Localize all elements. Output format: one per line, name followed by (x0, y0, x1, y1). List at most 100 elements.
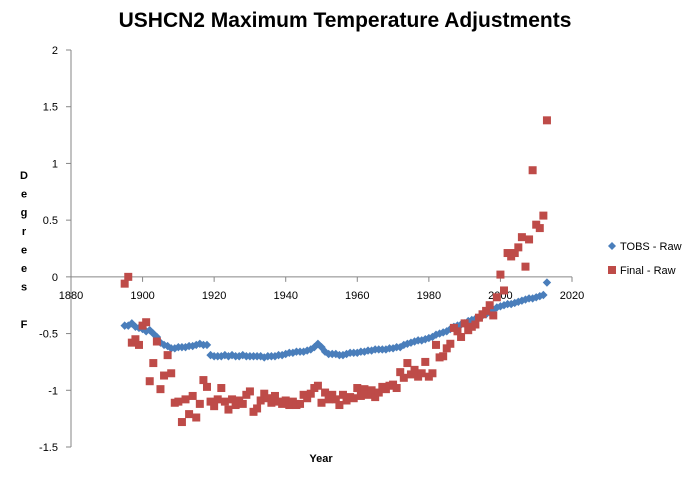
data-point (539, 290, 548, 300)
x-tick-label: 1980 (417, 290, 441, 302)
data-point (446, 339, 455, 348)
y-axis-title-letter: e (21, 244, 27, 256)
y-tick-label: 0.5 (43, 215, 58, 227)
data-point (360, 385, 369, 394)
data-point (471, 320, 480, 329)
y-axis-title-letter: D (20, 170, 28, 182)
data-point (421, 357, 430, 366)
data-point (392, 384, 401, 393)
data-point (517, 233, 526, 242)
data-point (428, 369, 437, 378)
data-point (496, 270, 505, 279)
y-axis-title-letter: s (21, 282, 27, 294)
data-point (535, 224, 544, 233)
data-point (371, 393, 380, 402)
y-axis-title-letter: e (21, 189, 27, 201)
data-point (213, 395, 222, 404)
data-point (417, 369, 426, 378)
data-point (134, 340, 143, 349)
data-point (396, 368, 405, 377)
data-point (145, 377, 154, 386)
data-point (453, 327, 462, 336)
data-point (338, 390, 347, 399)
data-point (321, 388, 330, 397)
data-point (521, 262, 530, 271)
data-point (410, 365, 419, 374)
data-point (349, 394, 358, 403)
data-point (356, 391, 365, 400)
x-tick-label: 2020 (560, 290, 584, 302)
x-tick-label: 1920 (202, 290, 226, 302)
data-point (432, 340, 441, 349)
data-point (324, 395, 333, 404)
data-point (181, 342, 190, 352)
data-point (199, 376, 208, 385)
data-point (364, 390, 373, 399)
data-point (492, 293, 501, 302)
data-point (270, 391, 279, 400)
data-point (210, 402, 219, 411)
data-point (228, 395, 237, 404)
y-axis-title-letter: g (21, 207, 28, 219)
data-point (514, 243, 523, 252)
data-point (245, 387, 254, 396)
data-point (224, 405, 233, 414)
y-axis-title-letter: r (22, 226, 27, 238)
series-2 (120, 116, 551, 427)
data-point (306, 389, 315, 398)
data-point (328, 390, 337, 399)
data-point (489, 311, 498, 320)
data-point (399, 373, 408, 382)
data-point (528, 166, 537, 175)
data-point (206, 397, 215, 406)
data-point (403, 359, 412, 368)
data-point (406, 370, 415, 379)
data-point (195, 399, 204, 408)
data-point (267, 398, 276, 407)
data-point (202, 382, 211, 391)
legend-marker (608, 266, 616, 274)
data-point (353, 384, 362, 393)
data-point (442, 344, 451, 353)
data-point (313, 381, 322, 390)
data-point (152, 337, 161, 346)
data-point (167, 369, 176, 378)
data-point (500, 286, 509, 295)
y-tick-label: 2 (52, 45, 58, 57)
data-point (217, 384, 226, 393)
data-point (532, 293, 541, 302)
data-point (256, 396, 265, 405)
data-point (124, 272, 133, 281)
data-point (163, 351, 172, 360)
data-point (120, 279, 129, 288)
legend: TOBS - Raw Final - Raw (608, 241, 682, 277)
chart-title: USHCN2 Maximum Temperature Adjustments (119, 9, 572, 32)
data-point (335, 401, 344, 410)
data-point (160, 371, 169, 380)
data-point (317, 398, 326, 407)
data-point (521, 295, 530, 304)
data-point (439, 352, 448, 361)
y-tick-label: 1 (52, 158, 58, 170)
data-point (253, 404, 262, 413)
y-axis-title-letter: F (21, 319, 28, 331)
data-point (181, 395, 190, 404)
data-point (142, 318, 151, 327)
data-point (525, 235, 534, 244)
data-point (124, 321, 133, 330)
series-layer (120, 116, 552, 427)
data-point (296, 399, 305, 408)
y-axis-title-letter: e (21, 263, 27, 275)
data-point (510, 249, 519, 258)
y-tick-label: -0.5 (39, 329, 58, 341)
x-tick-label: 1900 (130, 290, 154, 302)
x-tick-label: 1960 (345, 290, 369, 302)
y-tick-label: 1.5 (43, 102, 58, 114)
y-axis-ticks: -1.5 -1 -0.5 0 0.5 1 1.5 2 (39, 45, 71, 454)
data-point (174, 397, 183, 406)
data-point (238, 399, 247, 408)
data-point (542, 278, 552, 287)
data-point (303, 394, 312, 403)
data-point (510, 298, 519, 308)
